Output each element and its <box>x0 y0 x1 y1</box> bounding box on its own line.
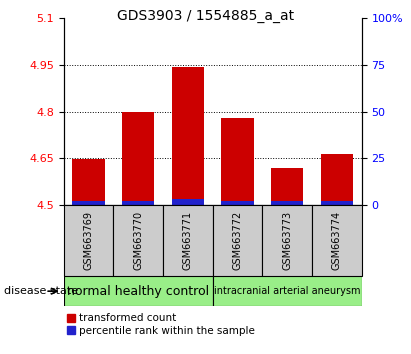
Text: GSM663773: GSM663773 <box>282 211 292 270</box>
Bar <box>113 205 163 276</box>
Bar <box>321 201 353 205</box>
Bar <box>122 113 155 205</box>
Bar <box>172 199 204 205</box>
Bar <box>312 205 362 276</box>
Text: GSM663771: GSM663771 <box>183 211 193 270</box>
Bar <box>122 201 155 205</box>
Bar <box>321 154 353 205</box>
Bar <box>72 201 105 205</box>
Bar <box>64 276 213 306</box>
Text: GSM663769: GSM663769 <box>83 211 94 270</box>
Bar <box>222 118 254 205</box>
Bar <box>213 276 362 306</box>
Text: disease state: disease state <box>4 286 78 296</box>
Bar <box>172 67 204 205</box>
Text: normal healthy control: normal healthy control <box>67 285 209 298</box>
Bar <box>222 201 254 205</box>
Bar <box>64 205 113 276</box>
Text: GSM663774: GSM663774 <box>332 211 342 270</box>
Text: GSM663770: GSM663770 <box>133 211 143 270</box>
Text: GDS3903 / 1554885_a_at: GDS3903 / 1554885_a_at <box>117 9 294 23</box>
Bar <box>271 169 303 205</box>
Text: GSM663772: GSM663772 <box>233 211 242 270</box>
Legend: transformed count, percentile rank within the sample: transformed count, percentile rank withi… <box>67 313 255 336</box>
Bar <box>72 159 105 205</box>
Bar <box>163 205 213 276</box>
Bar <box>262 205 312 276</box>
Bar <box>213 205 262 276</box>
Text: intracranial arterial aneurysm: intracranial arterial aneurysm <box>214 286 360 296</box>
Bar <box>271 201 303 205</box>
